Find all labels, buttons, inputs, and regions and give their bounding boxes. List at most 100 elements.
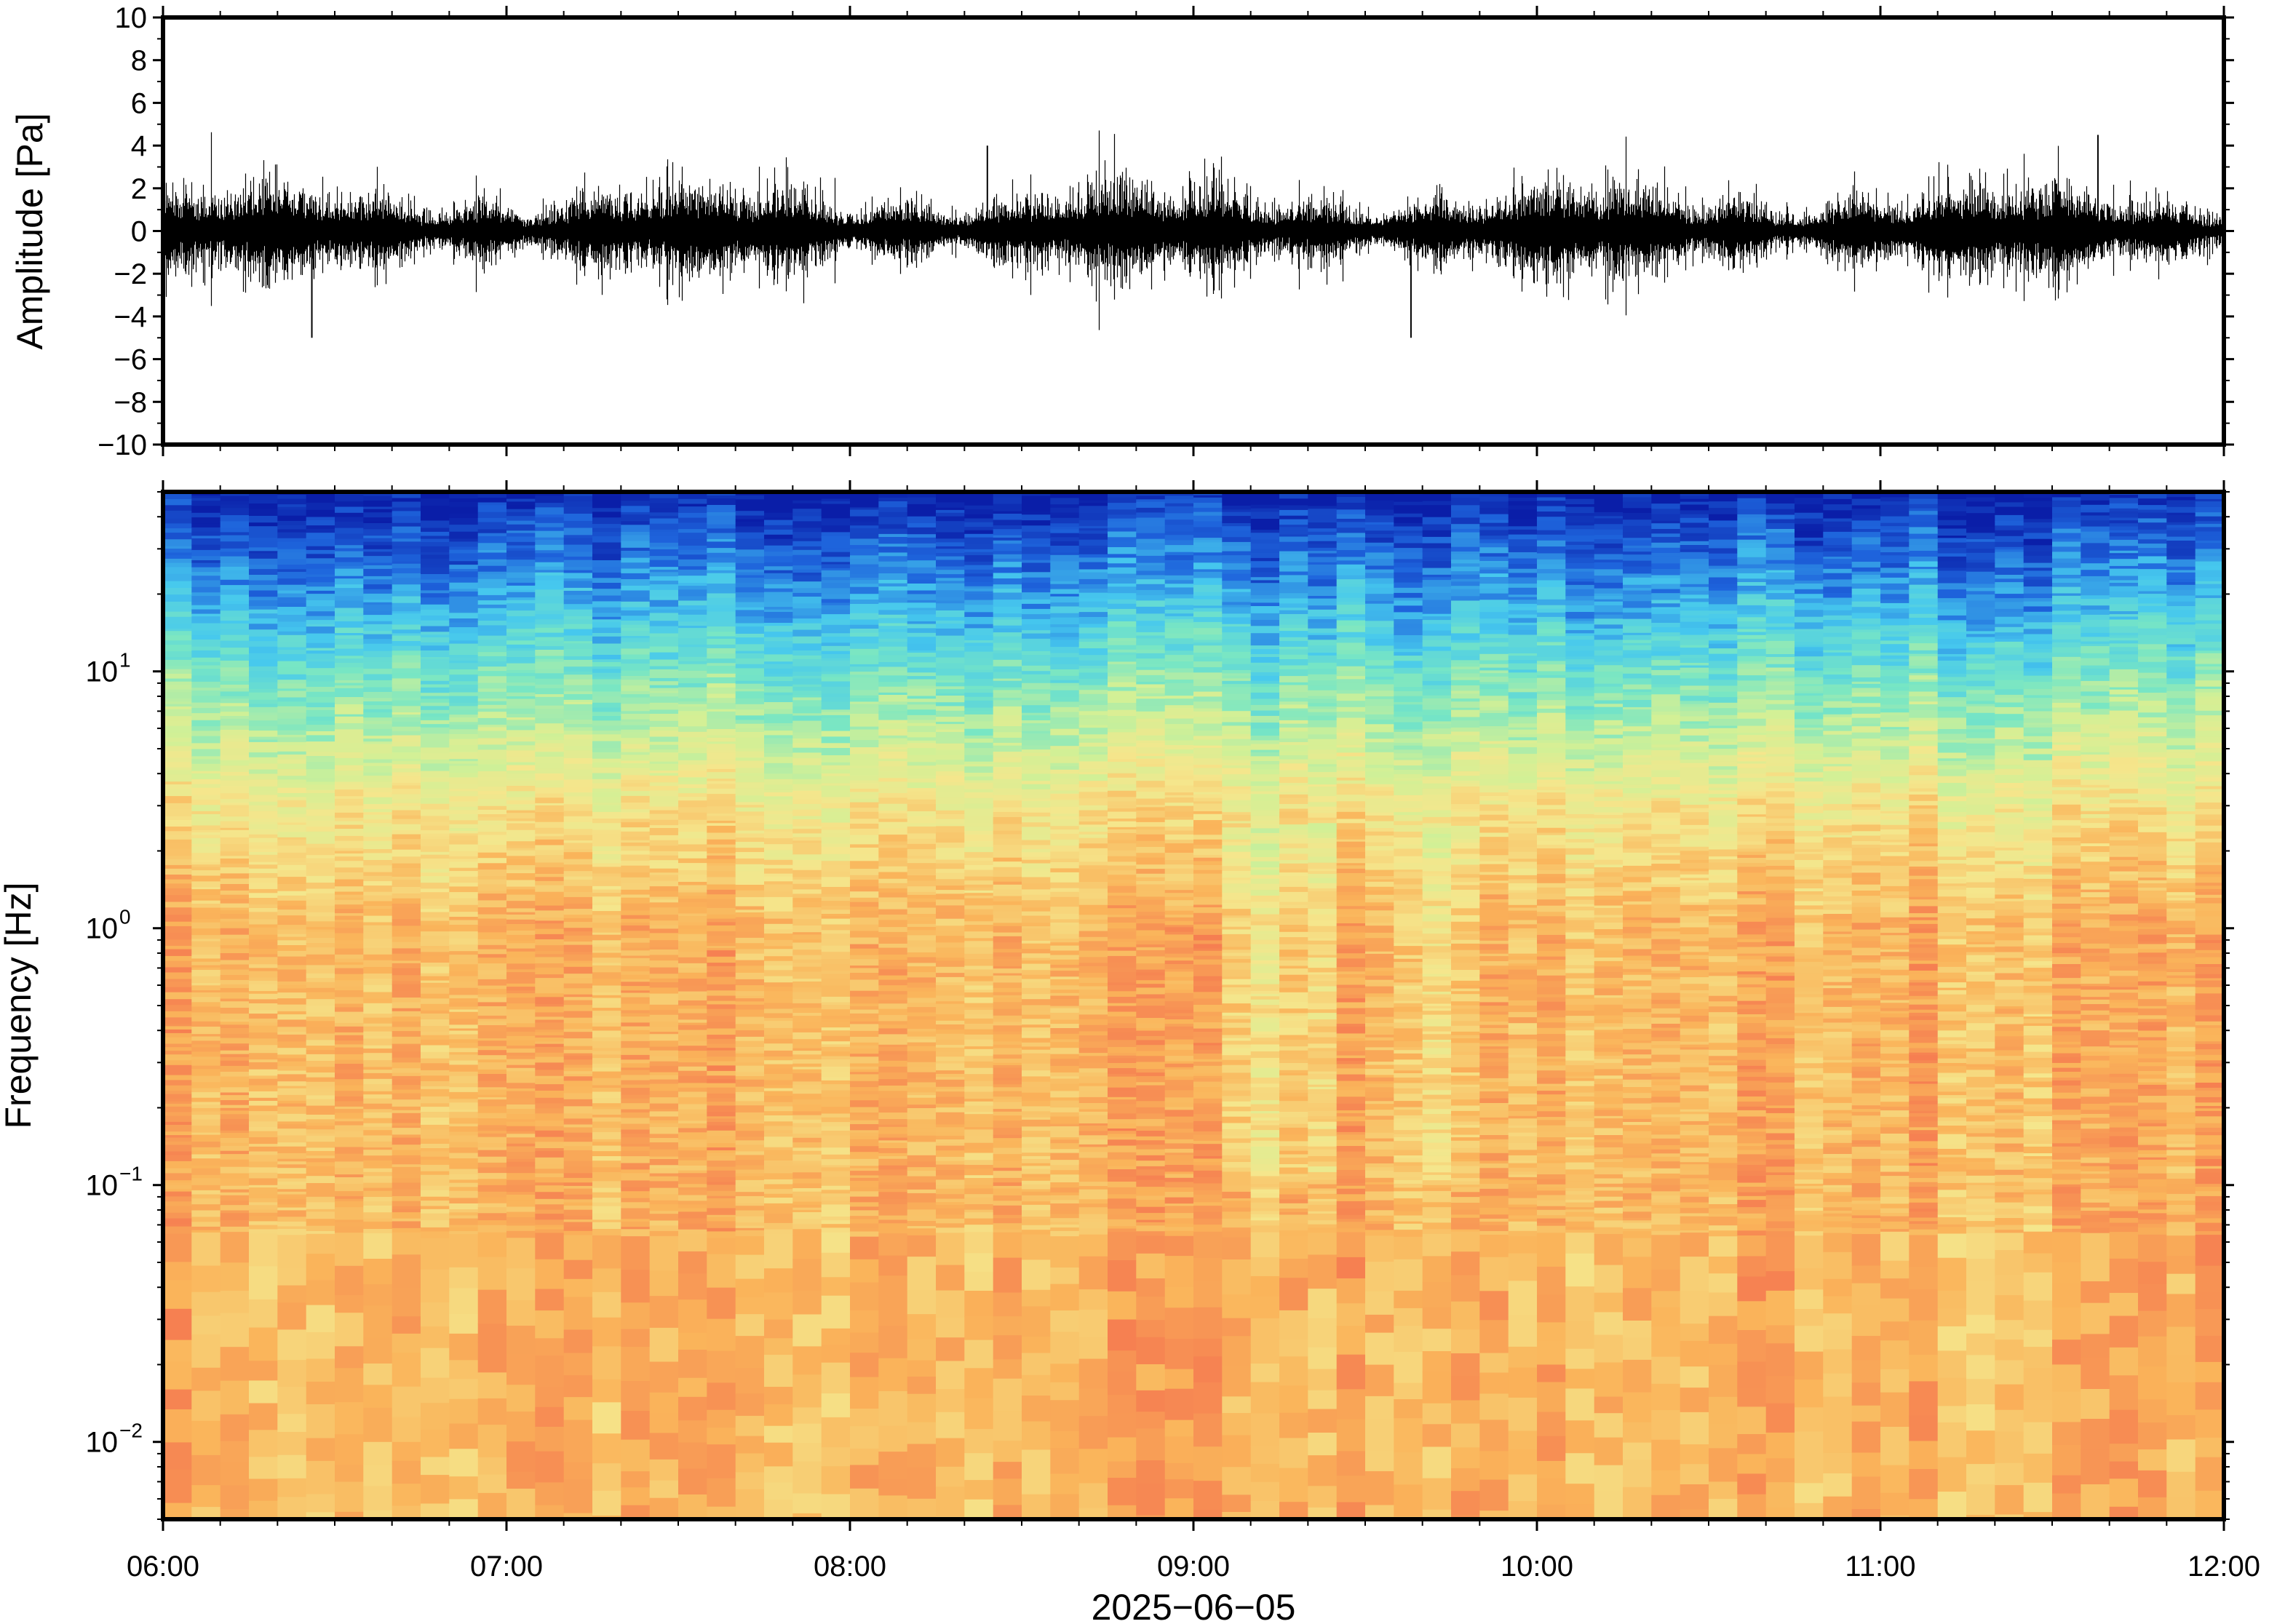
spectrogram-cell: [306, 520, 335, 526]
spectrogram-cell: [506, 648, 536, 651]
spectrogram-cell: [764, 1206, 794, 1214]
spectrogram-cell: [621, 1211, 651, 1219]
spectrogram-cell: [678, 1251, 708, 1275]
spectrogram-cell: [821, 557, 851, 562]
spectrogram-cell: [306, 843, 335, 848]
spectrogram-cell: [907, 1161, 937, 1168]
spectrogram-cell: [878, 749, 908, 752]
spectrogram-cell: [506, 672, 536, 677]
spectrogram-cell: [993, 503, 1022, 510]
spectrogram-cell: [907, 662, 937, 669]
spectrogram-cell: [678, 946, 708, 952]
spectrogram-cell: [191, 688, 221, 691]
spectrogram-cell: [649, 790, 679, 797]
spectrogram-cell: [191, 1119, 221, 1126]
spectrogram-cell: [306, 1173, 335, 1177]
spectrogram-cell: [421, 642, 450, 646]
spectrogram-cell: [878, 1039, 908, 1046]
spectrogram-cell: [563, 1011, 593, 1019]
spectrogram-cell: [220, 1104, 250, 1109]
spectrogram-cell: [649, 828, 679, 836]
waveform-ytick-label: 6: [131, 87, 147, 119]
spectrogram-cell: [878, 1175, 908, 1183]
spectrogram-cell: [477, 1179, 507, 1183]
spectrogram-cell: [764, 641, 794, 648]
spectrogram-cell: [163, 803, 193, 810]
spectrogram-cell: [678, 901, 708, 907]
spectrogram-cell: [335, 899, 365, 905]
spectrogram-cell: [249, 919, 279, 926]
spectrogram-cell: [335, 584, 365, 589]
spectrogram-cell: [477, 1080, 507, 1088]
spectrogram-cell: [878, 866, 908, 873]
spectrogram-cell: [707, 1116, 736, 1120]
spectrogram-cell: [907, 573, 937, 577]
spectrogram-cell: [821, 783, 851, 787]
spectrogram-cell: [592, 859, 622, 864]
spectrogram-cell: [563, 1209, 593, 1217]
spectrogram-cell: [363, 954, 393, 961]
spectrogram-cell: [649, 763, 679, 771]
spectrogram-cell: [678, 492, 708, 500]
spectrogram-cell: [277, 940, 307, 946]
spectrogram-cell: [163, 856, 193, 860]
spectrogram-cell: [335, 716, 365, 721]
spectrogram-cell: [535, 1177, 565, 1183]
spectrogram-cell: [249, 609, 279, 614]
spectrogram-cell: [907, 679, 937, 686]
spectrogram-cell: [163, 960, 193, 968]
spectrogram-cell: [907, 1135, 937, 1143]
spectrogram-cell: [678, 1022, 708, 1026]
spectrogram-cell: [707, 1287, 736, 1320]
spectrogram-cell: [764, 804, 794, 808]
spectrogram-cell: [392, 1008, 421, 1012]
spectrogram-cell: [249, 624, 279, 630]
spectrogram-cell: [163, 716, 193, 722]
spectrogram-cell: [249, 597, 279, 601]
spectrogram-cell: [707, 671, 736, 674]
spectrogram-cell: [821, 1154, 851, 1160]
spectrogram-cell: [592, 1041, 622, 1048]
spectrogram-cell: [850, 1056, 880, 1064]
spectrogram-cell: [678, 957, 708, 964]
spectrogram-cell: [277, 1106, 307, 1115]
spectrogram-cell: [678, 715, 708, 720]
spectrogram-cell: [707, 781, 736, 784]
spectrogram-cell: [449, 1034, 479, 1040]
spectrogram-cell: [477, 891, 507, 894]
spectrogram-cell: [249, 500, 279, 504]
spectrogram-cell: [936, 1466, 966, 1487]
spectrogram-cell: [563, 604, 593, 610]
waveform-ytick-label: 4: [131, 130, 147, 162]
spectrogram-cell: [878, 752, 908, 755]
spectrogram-cell: [249, 553, 279, 560]
spectrogram-cell: [249, 715, 279, 721]
spectrogram-cell: [821, 818, 851, 824]
spectrogram-cell: [449, 729, 479, 735]
spectrogram-cell: [335, 1295, 365, 1313]
spectrogram-cell: [392, 834, 421, 840]
spectrogram-cell: [649, 720, 679, 728]
spectrogram-cell: [735, 1225, 765, 1229]
spectrogram-cell: [563, 1219, 593, 1222]
spectrogram-cell: [592, 1058, 622, 1064]
spectrogram-cell: [220, 760, 250, 766]
spectrogram-cell: [878, 650, 908, 656]
spectrogram-cell: [878, 845, 908, 848]
spectrogram-cell: [764, 1038, 794, 1044]
spectrogram-cell: [191, 1065, 221, 1070]
spectrogram-cell: [249, 924, 279, 928]
spectrogram-cell: [363, 1385, 393, 1409]
spectrogram-cell: [277, 988, 307, 993]
spectrogram-cell: [277, 1034, 307, 1042]
spectrogram-cell: [335, 829, 365, 837]
spectrogram-cell: [764, 1387, 794, 1405]
spectrogram-cell: [821, 1210, 851, 1217]
spectrogram-cell: [335, 867, 365, 873]
spectrogram-cell: [421, 720, 450, 725]
spectrogram-cell: [707, 1102, 736, 1107]
spectrogram-cell: [477, 731, 507, 739]
spectrogram-cell: [563, 1080, 593, 1087]
spectrogram-cell: [277, 650, 307, 655]
spectrogram-cell: [678, 719, 708, 727]
